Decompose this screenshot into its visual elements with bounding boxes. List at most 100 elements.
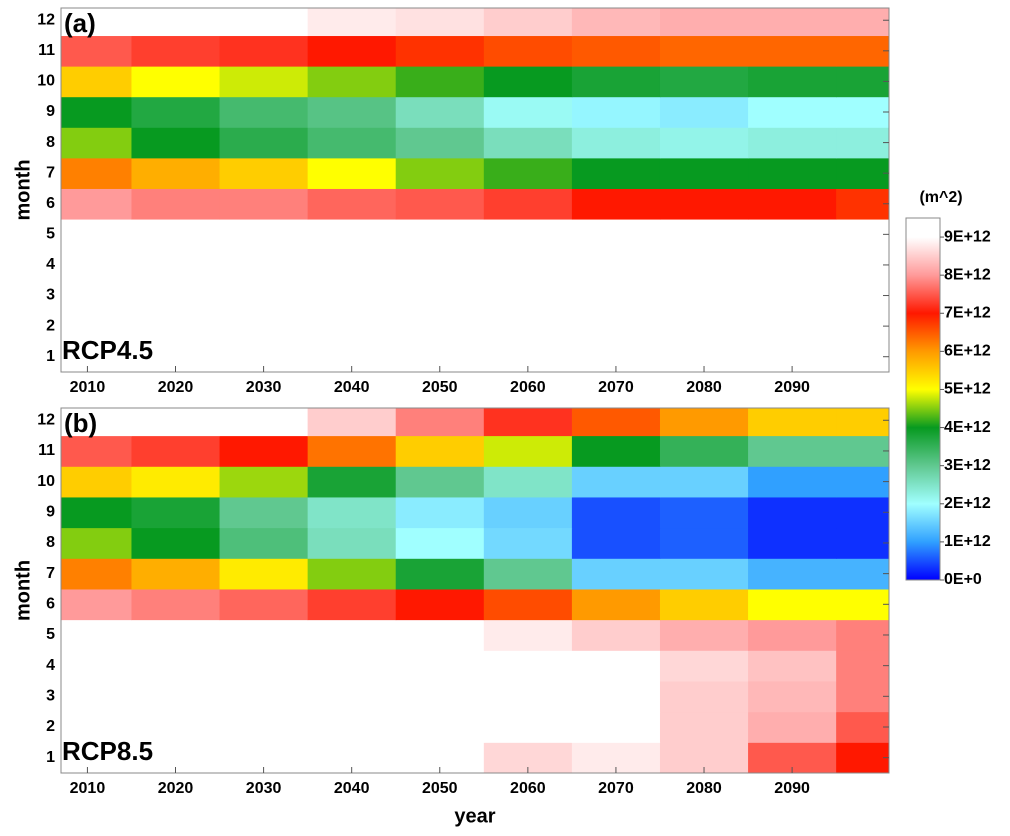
heat-cell — [131, 650, 221, 682]
heat-cell — [748, 619, 837, 651]
heat-cell — [61, 341, 132, 372]
heat-cell — [307, 157, 397, 189]
heat-cell — [659, 711, 749, 743]
heat-cell — [219, 35, 309, 67]
heat-cell — [659, 249, 749, 281]
heat-cell — [571, 466, 661, 498]
y-tick-label: 11 — [38, 442, 55, 459]
heat-cell — [571, 711, 661, 743]
heat-cell — [571, 310, 661, 342]
heat-cell — [659, 8, 749, 37]
y-tick-label: 10 — [37, 473, 55, 490]
heat-cell — [219, 310, 309, 342]
heat-cell — [131, 711, 221, 743]
heat-cell — [131, 619, 221, 651]
heat-cell — [836, 35, 889, 67]
y-tick-label: 1 — [46, 348, 55, 365]
heat-cell — [836, 96, 889, 128]
colorbar-tick-label: 1E+12 — [944, 533, 991, 550]
heat-cell — [307, 8, 397, 37]
heat-cell — [748, 466, 837, 498]
heat-cell — [307, 408, 397, 437]
cells — [61, 8, 889, 372]
heat-cell — [219, 527, 309, 559]
heat-cell — [571, 96, 661, 128]
colorbar-tick-label: 5E+12 — [944, 381, 991, 398]
heat-cell — [131, 558, 221, 590]
heat-cell — [748, 680, 837, 713]
y-tick-label: 9 — [46, 103, 55, 120]
heat-cell — [659, 558, 749, 590]
y-tick-label: 6 — [46, 596, 55, 613]
x-tick-label: 2050 — [422, 780, 458, 797]
y-tick-label: 10 — [37, 73, 55, 90]
heat-cell — [659, 619, 749, 651]
heat-cell — [219, 650, 309, 682]
heat-cell — [61, 527, 132, 559]
heat-cell — [395, 280, 485, 312]
heat-cell — [748, 96, 837, 128]
heat-cell — [571, 408, 661, 437]
heat-cell — [395, 8, 485, 37]
heat-cell — [483, 466, 573, 498]
colorbar-tick-label: 4E+12 — [944, 419, 991, 436]
heat-cell — [659, 35, 749, 67]
x-tick-label: 2050 — [422, 379, 458, 396]
heat-cell — [571, 219, 661, 251]
colorbar-tick-label: 6E+12 — [944, 343, 991, 360]
heat-cell — [748, 35, 837, 67]
heat-cell — [836, 619, 889, 651]
heat-cell — [61, 619, 132, 651]
heat-cell — [131, 435, 221, 467]
heat-cell — [395, 188, 485, 220]
heat-cell — [61, 219, 132, 251]
heat-cell — [836, 558, 889, 590]
heat-cell — [483, 527, 573, 559]
heat-cell — [836, 435, 889, 467]
y-tick-label: 9 — [46, 504, 55, 521]
heat-cell — [571, 435, 661, 467]
heat-cell — [483, 35, 573, 67]
heat-cell — [483, 408, 573, 437]
heat-cell — [836, 742, 889, 773]
heat-cell — [836, 527, 889, 559]
heat-cell — [395, 96, 485, 128]
plot-frame — [60, 407, 890, 774]
x-tick-label: 2060 — [510, 780, 546, 797]
heat-cell — [659, 157, 749, 189]
heat-cell — [131, 219, 221, 251]
colorbar-tick-label: 8E+12 — [944, 266, 991, 283]
heat-cell — [659, 66, 749, 98]
heat-cell — [61, 408, 132, 437]
heat-cell — [307, 66, 397, 98]
y-tick-label: 8 — [46, 534, 55, 551]
heat-cell — [131, 310, 221, 342]
heat-cell — [483, 8, 573, 37]
heat-cell — [571, 66, 661, 98]
heat-cell — [748, 588, 837, 621]
heat-cell — [131, 157, 221, 189]
heat-cell — [483, 588, 573, 621]
heat-cell — [131, 66, 221, 98]
heat-cell — [659, 96, 749, 128]
heat-cell — [836, 496, 889, 529]
heat-cell — [483, 219, 573, 251]
heat-cell — [131, 35, 221, 67]
heat-cell — [219, 127, 309, 159]
cells — [61, 408, 889, 773]
heat-cell — [659, 408, 749, 437]
heat-cell — [483, 558, 573, 590]
heat-cell — [748, 650, 837, 682]
y-tick-label: 5 — [46, 226, 55, 243]
heat-cell — [571, 157, 661, 189]
heat-cell — [659, 435, 749, 467]
x-tick-label: 2030 — [246, 379, 282, 396]
heat-cell — [659, 127, 749, 159]
heat-cell — [571, 496, 661, 529]
heat-cell — [659, 496, 749, 529]
heat-cell — [836, 8, 889, 37]
heat-cell — [219, 219, 309, 251]
heat-cell — [836, 66, 889, 98]
heat-cell — [61, 8, 132, 37]
